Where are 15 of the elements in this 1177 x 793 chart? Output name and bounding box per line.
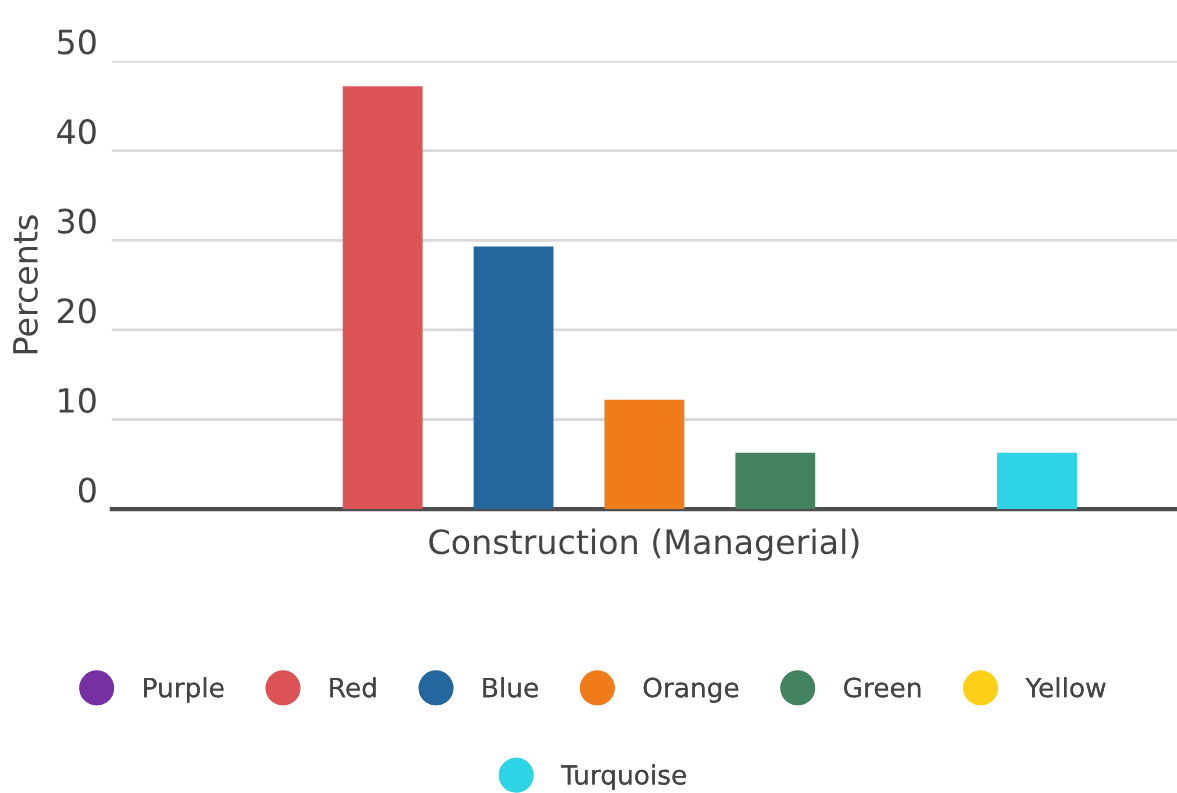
legend-label: Green <box>844 677 921 698</box>
legend-label: Purple <box>144 677 224 703</box>
y-axis-title: Percents <box>13 215 38 354</box>
y-tick-label: 10 <box>59 387 96 414</box>
legend-label: Orange <box>643 677 739 703</box>
y-tick-label: 40 <box>57 119 96 145</box>
y-tick-label: 20 <box>57 298 96 324</box>
legend-label: Yellow <box>1025 677 1106 698</box>
x-tick-label: Construction (Managerial) <box>429 528 859 561</box>
y-tick-label: 30 <box>58 208 96 234</box>
legend-label: Red <box>330 677 376 698</box>
legend-label: Blue <box>483 677 538 698</box>
legend-label: Turquoise <box>560 764 686 790</box>
y-tick-label: 0 <box>78 477 96 503</box>
y-tick-label: 50 <box>58 29 96 55</box>
